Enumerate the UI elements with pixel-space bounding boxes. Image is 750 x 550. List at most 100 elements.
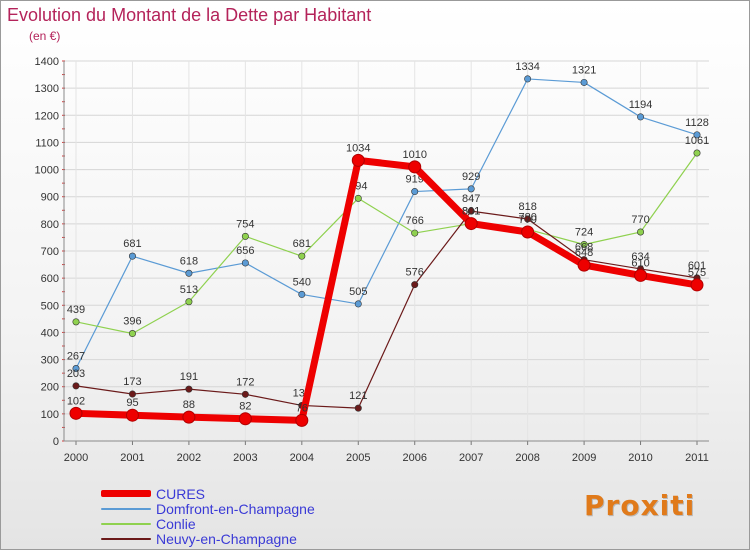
- data-point-neuvy-en-champagne: [72, 382, 80, 390]
- data-label-neuvy-en-champagne: 203: [67, 368, 85, 380]
- data-point-neuvy-en-champagne: [241, 390, 249, 398]
- data-label-cures: 610: [631, 257, 649, 269]
- data-label-conlie: 770: [631, 214, 649, 226]
- data-label-cures: 76: [296, 402, 308, 414]
- data-label-neuvy-en-champagne: 668: [575, 242, 593, 254]
- data-label-cures: 102: [67, 395, 85, 407]
- data-point-cures: [295, 413, 309, 427]
- data-point-cures: [238, 412, 252, 426]
- data-label-domfront-en-champagne: 267: [67, 351, 85, 363]
- y-tick-label: 900: [41, 192, 59, 204]
- data-point-neuvy-en-champagne: [354, 404, 362, 412]
- brand-logo: Proxiti: [584, 489, 696, 522]
- data-point-conlie: [128, 330, 136, 338]
- y-tick-label: 800: [41, 219, 59, 231]
- data-point-neuvy-en-champagne: [185, 385, 193, 393]
- data-point-cures: [577, 258, 591, 272]
- chart-legend: CURES Domfront-en-Champagne Conlie Neuvy-en…: [101, 485, 315, 547]
- data-label-cures: 575: [688, 267, 706, 279]
- data-label-neuvy-en-champagne: 818: [518, 201, 536, 213]
- data-point-cures: [182, 410, 196, 424]
- series-line-neuvy-en-champagne: [75, 210, 698, 409]
- data-point-conlie: [185, 298, 193, 306]
- data-label-neuvy-en-champagne: 847: [462, 193, 480, 205]
- y-tick-label: 0: [53, 436, 59, 448]
- data-point-neuvy-en-champagne: [128, 390, 136, 398]
- data-label-domfront-en-champagne: 1321: [572, 64, 596, 76]
- data-label-neuvy-en-champagne: 576: [406, 267, 424, 279]
- data-point-cures: [521, 225, 535, 239]
- data-label-cures: 1034: [346, 142, 370, 154]
- data-label-cures: 82: [239, 401, 251, 413]
- data-label-cures: 88: [183, 399, 195, 411]
- data-label-domfront-en-champagne: 1334: [515, 61, 539, 73]
- data-label-conlie: 681: [293, 238, 311, 250]
- data-point-cures: [125, 408, 139, 422]
- legend-swatch-conlie: [101, 522, 151, 525]
- data-label-neuvy-en-champagne: 172: [236, 376, 254, 388]
- y-tick-label: 1300: [35, 83, 59, 95]
- data-point-neuvy-en-champagne: [411, 281, 419, 289]
- data-point-cures: [634, 268, 648, 282]
- legend-item-neuvy-en-champagne: Neuvy-en-Champagne: [101, 530, 315, 547]
- legend-swatch-domfront-en-champagne: [101, 507, 151, 510]
- data-point-domfront-en-champagne: [524, 75, 532, 83]
- data-point-conlie: [693, 149, 701, 157]
- data-label-domfront-en-champagne: 1128: [685, 117, 709, 129]
- x-tick-label: 2008: [515, 452, 539, 464]
- data-label-neuvy-en-champagne: 173: [123, 376, 141, 388]
- data-point-cures: [69, 406, 83, 420]
- legend-item-conlie: Conlie: [101, 515, 315, 532]
- y-tick-label: 1200: [35, 110, 59, 122]
- y-tick-label: 700: [41, 246, 59, 258]
- data-point-cures: [464, 217, 478, 231]
- data-point-domfront-en-champagne: [185, 269, 193, 277]
- y-tick-label: 1400: [35, 56, 59, 68]
- data-label-conlie: 1061: [685, 135, 709, 147]
- series-line-conlie: [75, 152, 698, 335]
- chart-title: Evolution du Montant de la Dette par Hab…: [7, 5, 372, 25]
- data-point-domfront-en-champagne: [411, 188, 419, 196]
- series-line-cures: [72, 156, 701, 424]
- data-point-neuvy-en-champagne: [467, 207, 475, 215]
- data-point-conlie: [72, 318, 80, 326]
- data-label-conlie: 513: [180, 284, 198, 296]
- data-label-conlie: 724: [575, 226, 593, 238]
- data-label-conlie: 766: [406, 215, 424, 227]
- x-tick-label: 2006: [402, 452, 426, 464]
- x-tick-label: 2001: [120, 452, 144, 464]
- x-tick-label: 2004: [290, 452, 314, 464]
- y-tick-label: 300: [41, 355, 59, 367]
- legend-swatch-cures: [101, 490, 151, 497]
- y-tick-label: 200: [41, 382, 59, 394]
- data-label-conlie: 396: [123, 316, 141, 328]
- data-label-neuvy-en-champagne: 634: [631, 251, 649, 263]
- y-tick-label: 400: [41, 327, 59, 339]
- data-label-cures: 1010: [402, 149, 426, 161]
- legend-label-conlie: Conlie: [156, 515, 196, 532]
- data-label-domfront-en-champagne: 505: [349, 286, 367, 298]
- data-point-domfront-en-champagne: [467, 185, 475, 193]
- data-label-domfront-en-champagne: 656: [236, 245, 254, 257]
- data-point-domfront-en-champagne: [72, 365, 80, 373]
- legend-label-neuvy-en-champagne: Neuvy-en-Champagne: [156, 530, 297, 547]
- x-tick-label: 2002: [177, 452, 201, 464]
- data-point-domfront-en-champagne: [580, 78, 588, 86]
- x-tick-label: 2010: [628, 452, 652, 464]
- y-tick-label: 500: [41, 300, 59, 312]
- data-label-cures: 770: [518, 214, 536, 226]
- data-label-domfront-en-champagne: 681: [123, 238, 141, 250]
- x-tick-label: 2011: [685, 452, 709, 464]
- x-tick-label: 2007: [459, 452, 483, 464]
- data-label-neuvy-en-champagne: 601: [688, 260, 706, 272]
- data-point-conlie: [411, 229, 419, 237]
- data-point-conlie: [241, 232, 249, 240]
- y-tick-label: 1100: [35, 137, 59, 149]
- data-label-domfront-en-champagne: 540: [293, 276, 311, 288]
- data-point-conlie: [298, 252, 306, 260]
- data-point-domfront-en-champagne: [637, 113, 645, 121]
- x-tick-label: 2005: [346, 452, 370, 464]
- legend-label-cures: CURES: [156, 485, 206, 502]
- data-label-domfront-en-champagne: 929: [462, 171, 480, 183]
- data-point-cures: [351, 153, 365, 167]
